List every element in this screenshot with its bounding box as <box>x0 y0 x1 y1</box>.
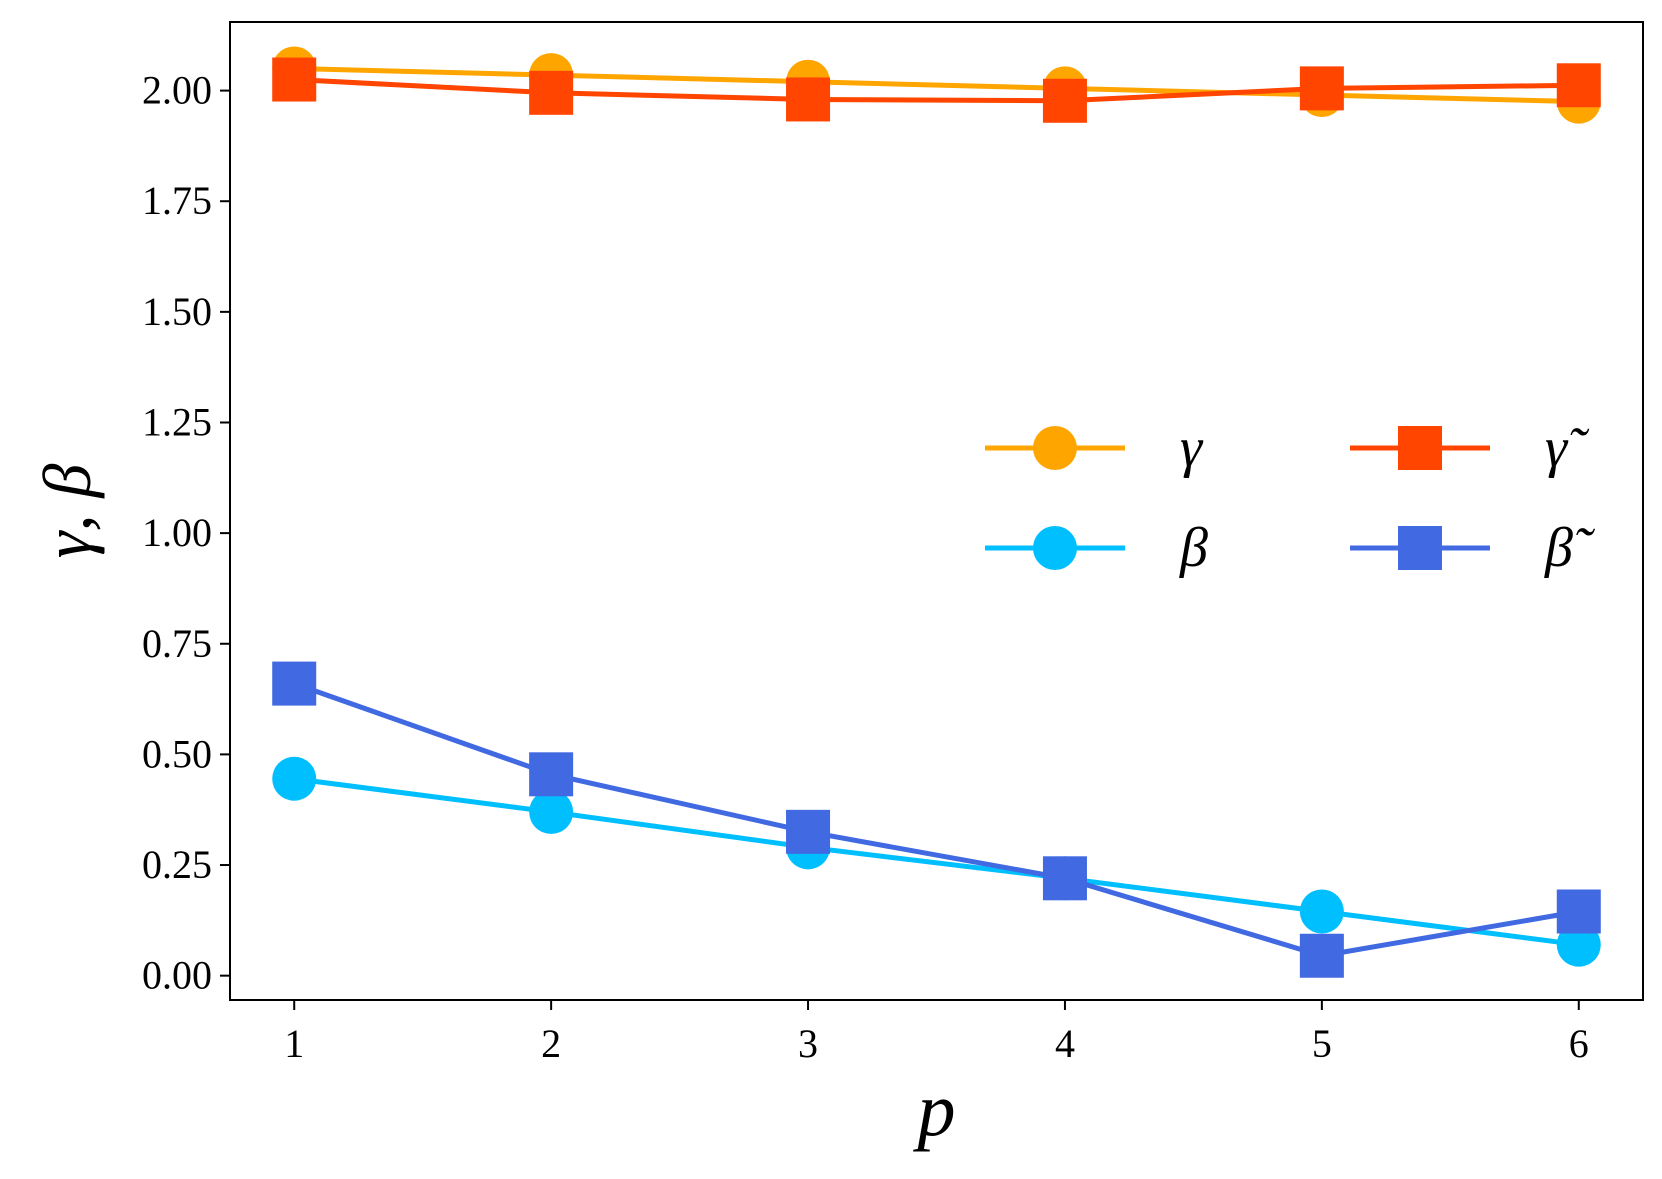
legend-entry: γ <box>985 417 1204 479</box>
x-axis: 1 2 3 4 5 6 <box>284 1000 1589 1066</box>
data-point <box>529 789 574 834</box>
data-point <box>1556 63 1601 108</box>
y-tick-label: 1.25 <box>142 399 212 444</box>
legend-label: β <box>1179 517 1208 579</box>
data-point <box>1556 922 1601 967</box>
series-line <box>294 77 1579 104</box>
y-tick-label: 1.00 <box>142 510 212 555</box>
legend-marker <box>1398 426 1442 470</box>
data-point <box>1042 78 1087 123</box>
data-point <box>1042 856 1087 901</box>
data-point <box>272 661 317 706</box>
data-point <box>529 70 574 115</box>
series-4 <box>272 661 1601 978</box>
data-point <box>1556 889 1601 934</box>
plot-area <box>272 46 1601 978</box>
y-tick-label: 0.50 <box>142 731 212 776</box>
legend-entry: β <box>985 517 1208 579</box>
legend-entry: γ̃ <box>1350 417 1590 479</box>
x-tick-label: 3 <box>798 1021 818 1066</box>
legend-entry: β̃ <box>1350 517 1596 579</box>
y-tick-label: 1.75 <box>142 178 212 223</box>
series-2 <box>272 756 1601 967</box>
legend-label: γ̃ <box>1545 417 1590 479</box>
y-axis-label: γ, β <box>29 464 105 559</box>
data-point <box>272 57 317 102</box>
data-point <box>1299 66 1344 111</box>
y-tick-label: 0.75 <box>142 621 212 666</box>
x-tick-label: 5 <box>1312 1021 1332 1066</box>
data-point <box>529 752 574 797</box>
y-tick-label: 0.00 <box>142 953 212 998</box>
axes-frame <box>229 21 1644 1001</box>
legend-marker <box>1398 526 1442 570</box>
legend-label: β̃ <box>1544 517 1596 579</box>
legend-label: γ <box>1180 417 1204 479</box>
series-line <box>293 776 1580 948</box>
legend-marker <box>1033 526 1077 570</box>
x-tick-label: 6 <box>1569 1021 1589 1066</box>
data-point <box>272 756 317 801</box>
data-point <box>786 77 831 122</box>
x-tick-label: 2 <box>541 1021 561 1066</box>
series-line <box>293 681 1580 959</box>
y-axis: 0.00 0.25 0.50 0.75 1.00 1.25 1.50 1.75 2.00 <box>142 68 230 998</box>
x-tick-label: 4 <box>1055 1021 1075 1066</box>
legend: γβ γ̃ β̃ <box>985 417 1596 579</box>
data-point <box>1299 933 1344 978</box>
series-3 <box>272 57 1601 123</box>
x-tick-label: 1 <box>284 1021 304 1066</box>
y-tick-label: 1.50 <box>142 289 212 334</box>
y-tick-label: 0.25 <box>142 842 212 887</box>
data-point <box>786 809 831 854</box>
y-tick-label: 2.00 <box>142 68 212 113</box>
legend-marker <box>1033 426 1077 470</box>
x-axis-label: p <box>913 1068 956 1152</box>
series-line <box>294 65 1579 105</box>
data-point <box>1299 889 1344 934</box>
